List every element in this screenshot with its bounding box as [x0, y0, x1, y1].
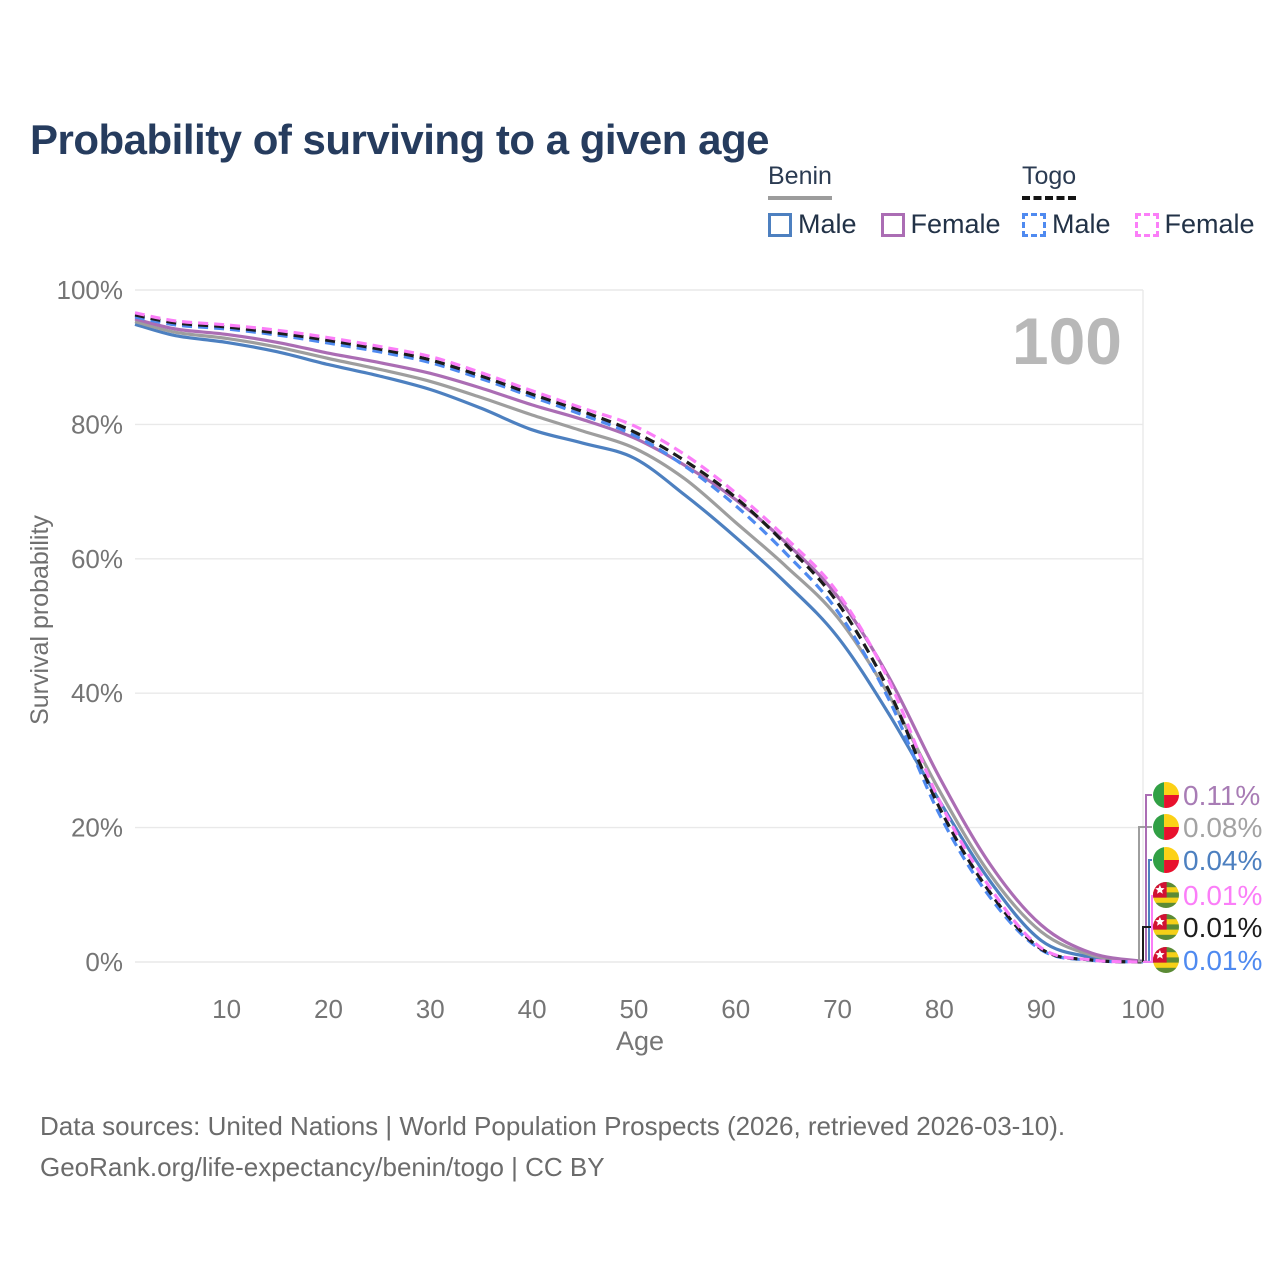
leader-line-benin-female	[1143, 794, 1152, 963]
leader-line-togo-female	[1143, 895, 1153, 963]
benin-green-band	[1153, 814, 1165, 840]
y-tick-label: 100%	[57, 275, 124, 305]
togo-star	[1155, 916, 1165, 926]
legend-item-benin-female[interactable]: Female	[880, 209, 1001, 240]
leader-line-togo-both	[1142, 926, 1152, 962]
x-tick-label: 60	[721, 994, 750, 1024]
curve-togo-female	[134, 311, 1144, 964]
page-title: Probability of surviving to a given age	[30, 116, 769, 164]
curve-benin-both	[134, 320, 1144, 964]
end-label-benin-both: 0.08%	[1183, 812, 1262, 843]
x-axis-label: Age	[616, 1026, 664, 1056]
curve-togo-both	[134, 313, 1144, 964]
togo-star	[1155, 949, 1165, 959]
togo-stripe	[1153, 934, 1179, 940]
end-label-togo-both: 0.01%	[1183, 912, 1262, 943]
y-tick-label: 0%	[85, 947, 123, 977]
flag-icon-togo	[1153, 947, 1179, 973]
curve-benin-female	[134, 317, 1144, 963]
x-tick-label: 70	[823, 994, 852, 1024]
togo-stripe	[1153, 962, 1179, 969]
end-label-togo-male: 0.01%	[1183, 945, 1262, 976]
footer: Data sources: United Nations | World Pop…	[40, 1106, 1065, 1188]
benin-female-swatch-icon	[880, 212, 905, 237]
legend-item-label: Female	[1164, 209, 1255, 239]
curve-benin-male	[134, 322, 1144, 964]
leader-line-benin-male	[1143, 859, 1152, 963]
togo-stripe	[1153, 929, 1179, 936]
togo-stripe	[1153, 967, 1179, 973]
flag-icon-togo	[1153, 914, 1179, 940]
legend-item-label: Male	[1052, 209, 1111, 239]
benin-male-swatch-icon	[768, 212, 792, 237]
flag-icon-togo	[1153, 882, 1179, 908]
x-tick-label: 50	[619, 994, 648, 1024]
togo-star	[1155, 884, 1165, 894]
attribution-line: GeoRank.org/life-expectancy/benin/togo |…	[40, 1152, 605, 1182]
legend-item-benin-male[interactable]: Male	[768, 209, 857, 240]
x-tick-label: 10	[212, 994, 241, 1024]
y-tick-label: 20%	[71, 813, 123, 843]
curve-togo-male	[134, 315, 1144, 964]
togo-stripe	[1153, 902, 1179, 908]
legend-item-togo-male[interactable]: Male	[1022, 209, 1111, 240]
togo-stripe	[1153, 897, 1179, 904]
x-tick-label: 100	[1121, 994, 1164, 1024]
legend-item-label: Female	[910, 209, 1001, 239]
y-axis-label: Survival probability	[26, 515, 54, 725]
legend-item-togo-female[interactable]: Female	[1134, 209, 1255, 240]
end-label-benin-male: 0.04%	[1183, 845, 1262, 876]
x-tick-label: 90	[1027, 994, 1056, 1024]
data-source-line: Data sources: United Nations | World Pop…	[40, 1111, 1066, 1141]
watermark-age-label: 100	[1012, 304, 1122, 378]
togo-female-swatch-icon	[1134, 212, 1159, 237]
togo-male-swatch-icon	[1022, 212, 1046, 237]
x-tick-label: 30	[416, 994, 445, 1024]
x-tick-label: 80	[925, 994, 954, 1024]
legend-item-label: Male	[798, 209, 857, 239]
y-tick-label: 40%	[71, 678, 123, 708]
y-tick-label: 60%	[71, 544, 123, 574]
benin-green-band	[1153, 847, 1165, 873]
end-label-togo-female: 0.01%	[1183, 880, 1262, 911]
x-tick-label: 40	[518, 994, 547, 1024]
x-tick-label: 20	[314, 994, 343, 1024]
benin-green-band	[1153, 782, 1165, 808]
end-label-benin-female: 0.11%	[1183, 780, 1260, 811]
y-tick-label: 80%	[71, 409, 123, 439]
